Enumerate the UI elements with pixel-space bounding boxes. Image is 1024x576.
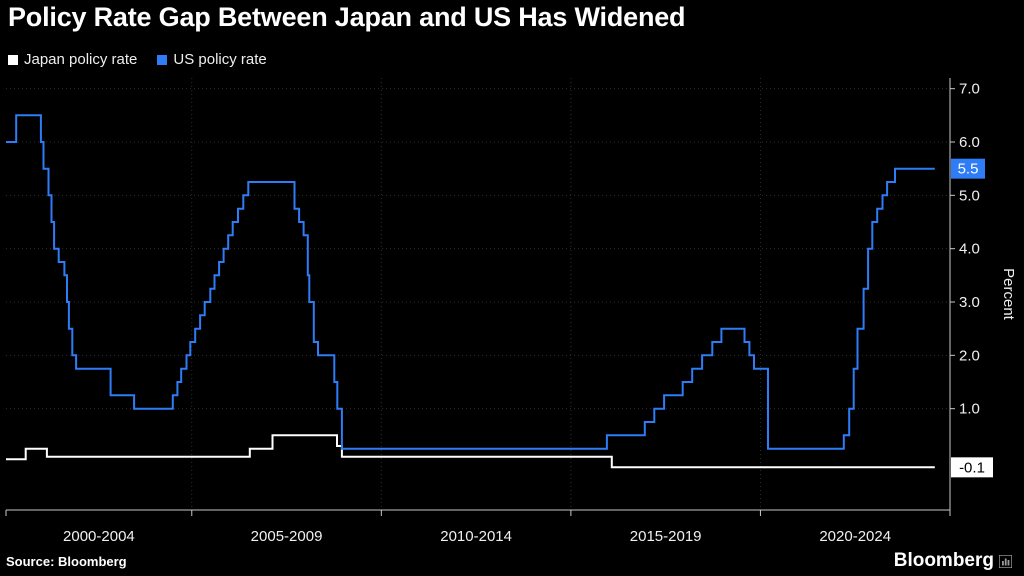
us-legend-swatch (157, 54, 168, 65)
x-axis-label: 2015-2019 (630, 528, 702, 545)
y-axis-title: Percent (1000, 268, 1017, 321)
y-axis-label: 5.0 (959, 187, 980, 204)
legend: Japan policy rate US policy rate (8, 51, 267, 68)
bloomberg-wordmark: Bloomberg (893, 550, 994, 571)
y-axis-label: 4.0 (959, 241, 980, 258)
us-legend-label: US policy rate (173, 51, 267, 68)
us-policy-rate-line (6, 114, 935, 450)
us-policy-rate-last-value-label: 5.5 (958, 161, 979, 178)
bloomberg-logo: Bloomberg (894, 550, 1012, 572)
legend-item-japan: Japan policy rate (8, 51, 137, 68)
x-axis-label: 2010-2014 (440, 528, 512, 545)
y-axis-label: 2.0 (959, 347, 980, 364)
japan-legend-label: Japan policy rate (24, 51, 138, 68)
japan-legend-swatch (8, 54, 18, 65)
bloomberg-terminal-icon (999, 554, 1012, 568)
y-axis-label: 3.0 (959, 294, 980, 311)
source-note: Source: Bloomberg (6, 554, 127, 569)
y-axis-label: 6.0 (959, 134, 980, 151)
japan-policy-rate-last-value-badge (951, 457, 993, 478)
legend-item-us: US policy rate (157, 51, 267, 68)
japan-policy-rate-line (6, 434, 935, 469)
us-policy-rate-last-value-badge (951, 158, 985, 179)
y-axis-label: 1.0 (959, 401, 980, 418)
x-axis-label: 2005-2009 (251, 528, 323, 545)
x-axis-label: 2020-2024 (819, 528, 891, 545)
chart-title: Policy Rate Gap Between Japan and US Has… (8, 2, 686, 32)
x-axis-label: 2000-2004 (63, 528, 135, 545)
y-axis-label: 7.0 (959, 81, 980, 98)
japan-policy-rate-last-value-label: -0.1 (959, 459, 985, 476)
